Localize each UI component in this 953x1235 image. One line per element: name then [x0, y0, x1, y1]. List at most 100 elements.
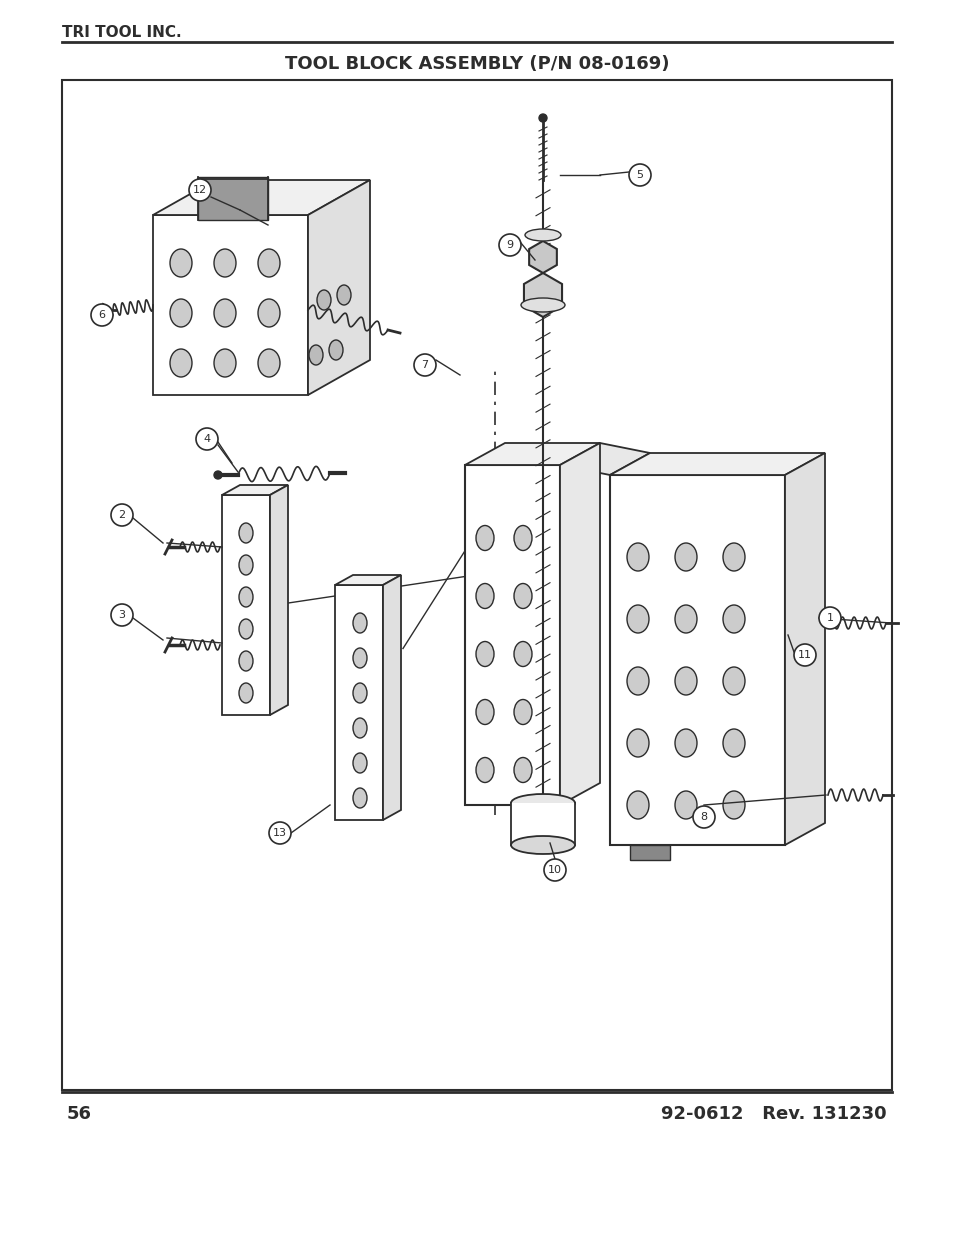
Polygon shape — [382, 576, 400, 820]
Ellipse shape — [353, 788, 367, 808]
Ellipse shape — [524, 228, 560, 241]
Ellipse shape — [476, 583, 494, 609]
Circle shape — [213, 471, 222, 479]
Ellipse shape — [476, 757, 494, 783]
Circle shape — [195, 429, 218, 450]
Polygon shape — [609, 453, 824, 475]
Text: 8: 8 — [700, 811, 707, 823]
Polygon shape — [308, 180, 370, 395]
Polygon shape — [464, 466, 559, 805]
Ellipse shape — [511, 836, 575, 853]
Circle shape — [189, 179, 211, 201]
Ellipse shape — [329, 340, 343, 359]
Ellipse shape — [257, 249, 280, 277]
Ellipse shape — [626, 729, 648, 757]
Polygon shape — [784, 453, 824, 845]
Ellipse shape — [476, 641, 494, 667]
Ellipse shape — [514, 641, 532, 667]
Ellipse shape — [353, 718, 367, 739]
Ellipse shape — [213, 249, 235, 277]
Ellipse shape — [239, 651, 253, 671]
Ellipse shape — [239, 619, 253, 638]
Ellipse shape — [257, 350, 280, 377]
Polygon shape — [629, 845, 669, 860]
Ellipse shape — [239, 522, 253, 543]
Ellipse shape — [514, 757, 532, 783]
Polygon shape — [529, 241, 557, 273]
Ellipse shape — [514, 699, 532, 725]
Ellipse shape — [514, 526, 532, 551]
Ellipse shape — [170, 299, 192, 327]
Ellipse shape — [626, 667, 648, 695]
Text: 9: 9 — [506, 240, 513, 249]
Ellipse shape — [675, 667, 697, 695]
Ellipse shape — [213, 350, 235, 377]
Circle shape — [111, 504, 132, 526]
Ellipse shape — [239, 587, 253, 606]
Ellipse shape — [353, 683, 367, 703]
Ellipse shape — [316, 290, 331, 310]
Ellipse shape — [626, 543, 648, 571]
Circle shape — [543, 860, 565, 881]
Ellipse shape — [675, 605, 697, 634]
Ellipse shape — [353, 753, 367, 773]
Ellipse shape — [722, 667, 744, 695]
Circle shape — [692, 806, 714, 827]
Ellipse shape — [722, 729, 744, 757]
Bar — [62, 80, 891, 1091]
Ellipse shape — [675, 729, 697, 757]
Ellipse shape — [353, 648, 367, 668]
Circle shape — [111, 604, 132, 626]
Circle shape — [91, 304, 112, 326]
Ellipse shape — [309, 345, 323, 366]
Ellipse shape — [476, 699, 494, 725]
Polygon shape — [335, 576, 400, 585]
Polygon shape — [152, 180, 370, 215]
Text: TOOL BLOCK ASSEMBLY (P/N 08-0169): TOOL BLOCK ASSEMBLY (P/N 08-0169) — [284, 56, 669, 73]
Polygon shape — [335, 585, 382, 820]
Circle shape — [818, 606, 841, 629]
Ellipse shape — [514, 583, 532, 609]
Ellipse shape — [722, 605, 744, 634]
Bar — [198, 177, 268, 220]
Text: 12: 12 — [193, 185, 207, 195]
Text: 4: 4 — [203, 433, 211, 445]
Circle shape — [628, 164, 650, 186]
Text: 1: 1 — [825, 613, 833, 622]
Polygon shape — [559, 443, 649, 475]
Ellipse shape — [170, 350, 192, 377]
Text: 11: 11 — [797, 650, 811, 659]
Circle shape — [498, 233, 520, 256]
Bar — [511, 803, 575, 845]
Circle shape — [414, 354, 436, 375]
Ellipse shape — [520, 298, 564, 312]
Text: 10: 10 — [547, 864, 561, 876]
Text: 7: 7 — [421, 359, 428, 370]
Polygon shape — [270, 485, 288, 715]
Text: TRI TOOL INC.: TRI TOOL INC. — [62, 25, 181, 40]
Ellipse shape — [213, 299, 235, 327]
Circle shape — [538, 114, 546, 122]
Ellipse shape — [257, 299, 280, 327]
Ellipse shape — [353, 613, 367, 634]
Text: 92-0612   Rev. 131230: 92-0612 Rev. 131230 — [660, 1105, 886, 1123]
Ellipse shape — [239, 555, 253, 576]
Circle shape — [793, 643, 815, 666]
Text: 56: 56 — [67, 1105, 91, 1123]
Ellipse shape — [626, 605, 648, 634]
Text: 2: 2 — [118, 510, 126, 520]
Ellipse shape — [675, 790, 697, 819]
Ellipse shape — [675, 543, 697, 571]
Circle shape — [269, 823, 291, 844]
Ellipse shape — [722, 790, 744, 819]
Text: 6: 6 — [98, 310, 106, 320]
Polygon shape — [152, 215, 308, 395]
Text: 13: 13 — [273, 827, 287, 839]
Ellipse shape — [336, 285, 351, 305]
Polygon shape — [609, 475, 784, 845]
Text: 3: 3 — [118, 610, 126, 620]
Ellipse shape — [170, 249, 192, 277]
Ellipse shape — [722, 543, 744, 571]
Ellipse shape — [511, 794, 575, 811]
Ellipse shape — [239, 683, 253, 703]
